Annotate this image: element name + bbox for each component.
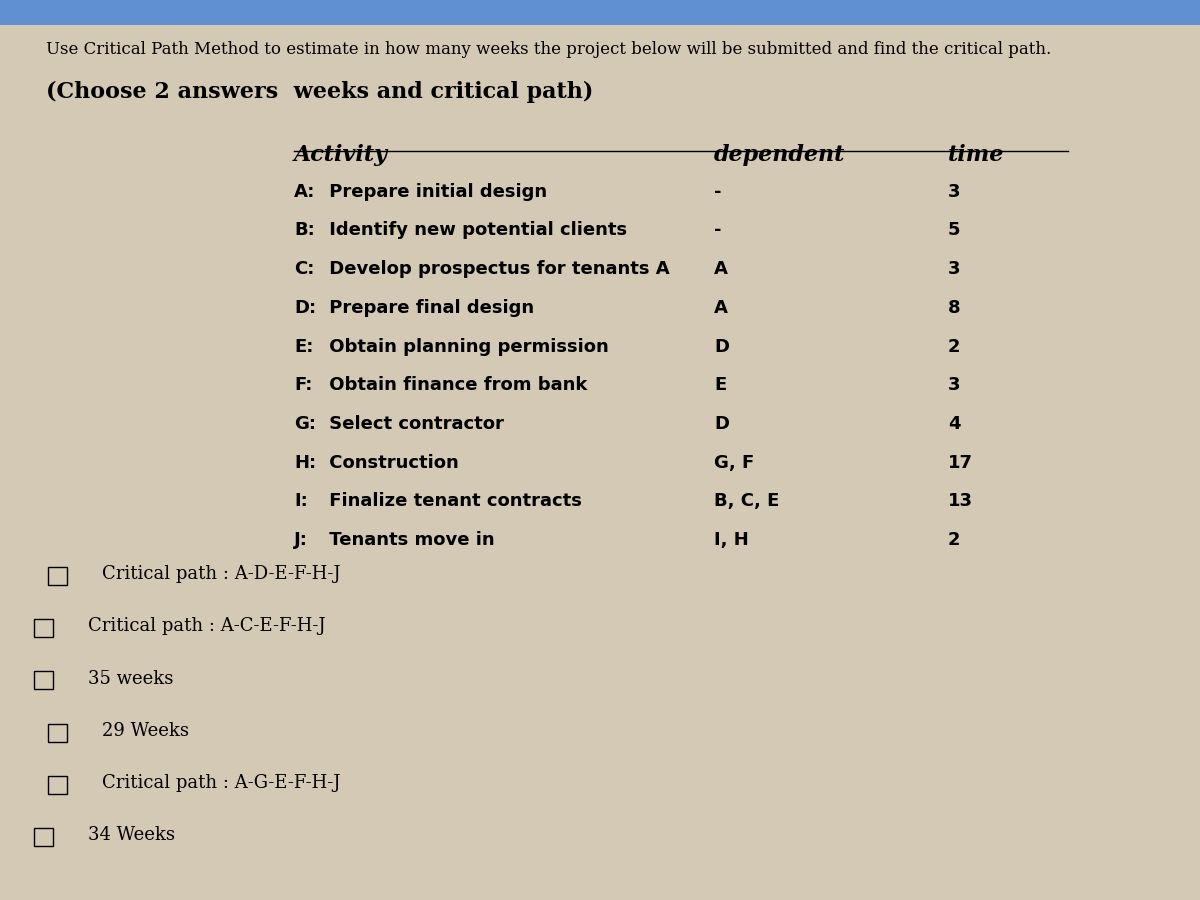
Text: A: A bbox=[714, 299, 728, 317]
Text: A: A bbox=[714, 260, 728, 278]
Text: 3: 3 bbox=[948, 260, 960, 278]
Text: E: E bbox=[714, 376, 726, 394]
Text: Critical path : A-G-E-F-H-J: Critical path : A-G-E-F-H-J bbox=[102, 774, 341, 792]
Text: C:: C: bbox=[294, 260, 314, 278]
Text: Use Critical Path Method to estimate in how many weeks the project below will be: Use Critical Path Method to estimate in … bbox=[46, 40, 1051, 58]
Text: Critical path : A-D-E-F-H-J: Critical path : A-D-E-F-H-J bbox=[102, 565, 341, 583]
Text: A:: A: bbox=[294, 183, 316, 201]
Text: 34 Weeks: 34 Weeks bbox=[88, 826, 175, 844]
Text: Tenants move in: Tenants move in bbox=[323, 531, 494, 549]
Text: Obtain planning permission: Obtain planning permission bbox=[323, 338, 608, 356]
Text: 13: 13 bbox=[948, 492, 973, 510]
Text: -: - bbox=[714, 183, 721, 201]
Text: B:: B: bbox=[294, 221, 314, 239]
Text: time: time bbox=[948, 144, 1004, 166]
Text: D: D bbox=[714, 415, 730, 433]
Text: 2: 2 bbox=[948, 531, 960, 549]
Text: D: D bbox=[714, 338, 730, 356]
Text: (Choose 2 answers  weeks and critical path): (Choose 2 answers weeks and critical pat… bbox=[46, 81, 593, 104]
Text: G, F: G, F bbox=[714, 454, 755, 472]
Text: 17: 17 bbox=[948, 454, 973, 472]
Text: 3: 3 bbox=[948, 183, 960, 201]
Text: Prepare initial design: Prepare initial design bbox=[323, 183, 547, 201]
Text: I:: I: bbox=[294, 492, 307, 510]
Text: 8: 8 bbox=[948, 299, 961, 317]
Text: 4: 4 bbox=[948, 415, 960, 433]
Text: B, C, E: B, C, E bbox=[714, 492, 779, 510]
Text: Obtain finance from bank: Obtain finance from bank bbox=[323, 376, 587, 394]
Text: H:: H: bbox=[294, 454, 316, 472]
Text: Activity: Activity bbox=[294, 144, 388, 166]
Text: 5: 5 bbox=[948, 221, 960, 239]
Text: E:: E: bbox=[294, 338, 313, 356]
Text: Finalize tenant contracts: Finalize tenant contracts bbox=[323, 492, 582, 510]
Text: D:: D: bbox=[294, 299, 316, 317]
Text: -: - bbox=[714, 221, 721, 239]
Text: J:: J: bbox=[294, 531, 308, 549]
Text: 35 weeks: 35 weeks bbox=[88, 670, 173, 688]
Text: Identify new potential clients: Identify new potential clients bbox=[323, 221, 626, 239]
Text: Prepare final design: Prepare final design bbox=[323, 299, 534, 317]
Text: 29 Weeks: 29 Weeks bbox=[102, 722, 190, 740]
Text: Select contractor: Select contractor bbox=[323, 415, 504, 433]
Text: 2: 2 bbox=[948, 338, 960, 356]
Text: G:: G: bbox=[294, 415, 316, 433]
Text: Develop prospectus for tenants A: Develop prospectus for tenants A bbox=[323, 260, 670, 278]
Text: 3: 3 bbox=[948, 376, 960, 394]
Text: dependent: dependent bbox=[714, 144, 845, 166]
Text: Critical path : A-C-E-F-H-J: Critical path : A-C-E-F-H-J bbox=[88, 617, 325, 635]
Text: F:: F: bbox=[294, 376, 312, 394]
Text: Construction: Construction bbox=[323, 454, 458, 472]
Text: I, H: I, H bbox=[714, 531, 749, 549]
